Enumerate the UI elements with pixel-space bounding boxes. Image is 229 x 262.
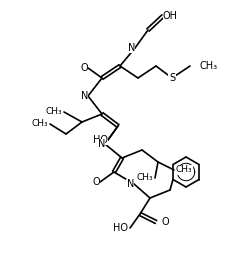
Text: N: N	[126, 179, 134, 189]
Text: O: O	[80, 63, 88, 73]
Text: S: S	[168, 73, 174, 83]
Text: N: N	[97, 139, 105, 149]
Text: HO: HO	[112, 223, 128, 233]
Text: CH₃: CH₃	[175, 166, 192, 174]
Text: N: N	[127, 43, 134, 53]
Text: CH₃: CH₃	[45, 107, 62, 117]
Text: CH₃: CH₃	[31, 119, 48, 128]
Text: O: O	[92, 177, 100, 187]
Text: CH₃: CH₃	[199, 61, 217, 71]
Text: N: N	[80, 91, 88, 101]
Text: O: O	[161, 217, 169, 227]
Text: OH: OH	[162, 11, 177, 21]
Text: CH₃: CH₃	[136, 173, 152, 183]
Text: HO: HO	[93, 135, 108, 145]
